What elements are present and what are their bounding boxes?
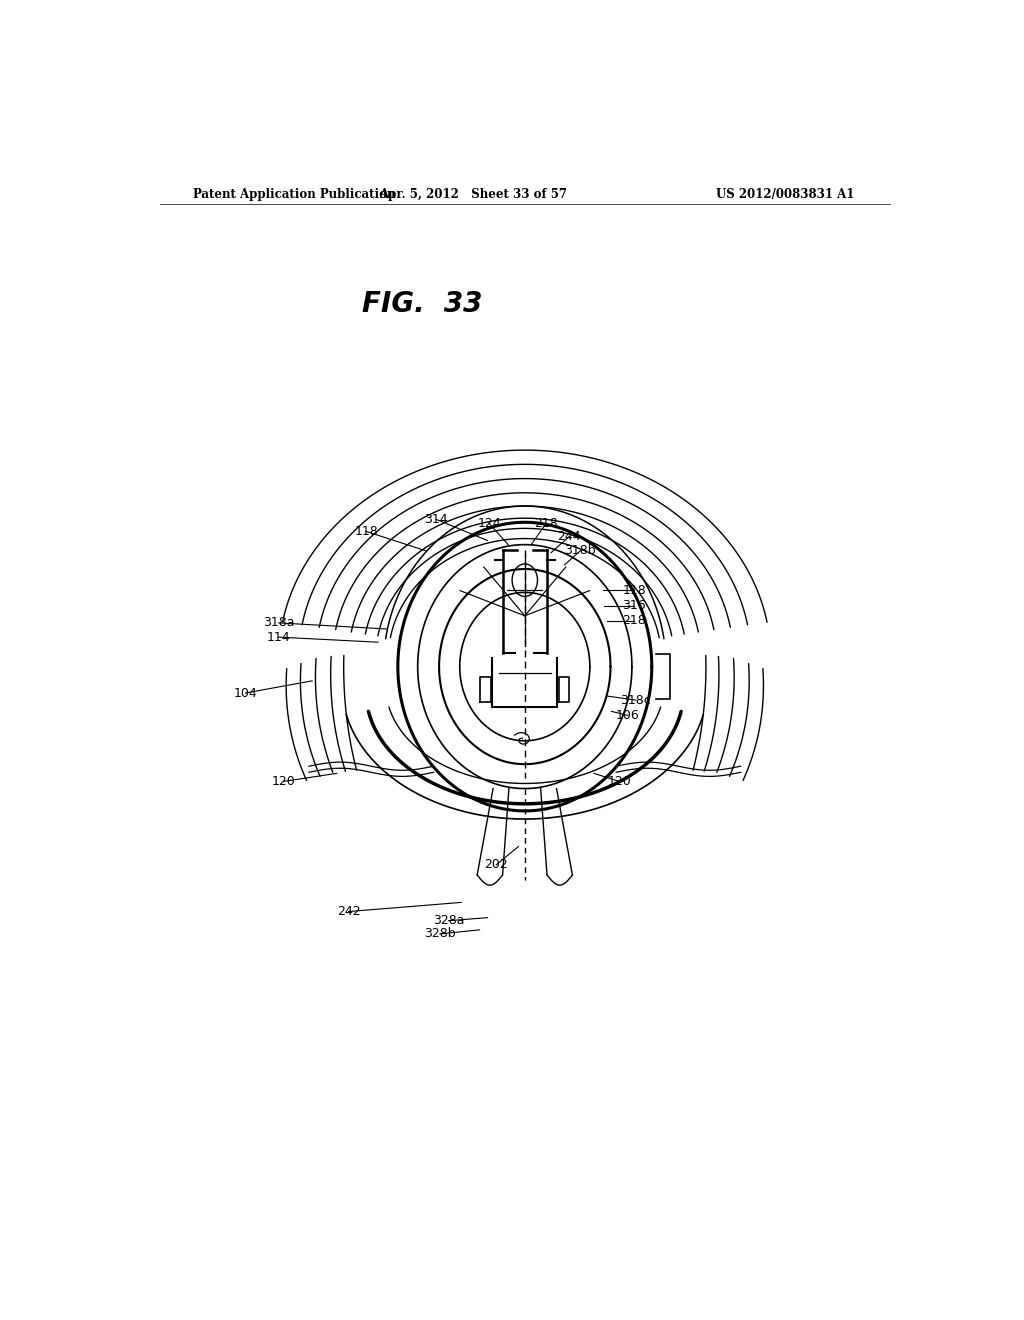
Text: 244: 244 — [557, 531, 581, 543]
Text: Apr. 5, 2012   Sheet 33 of 57: Apr. 5, 2012 Sheet 33 of 57 — [379, 187, 567, 201]
Text: 318c: 318c — [621, 693, 651, 706]
Text: 316: 316 — [623, 599, 646, 612]
Text: 202: 202 — [484, 858, 508, 871]
Text: US 2012/0083831 A1: US 2012/0083831 A1 — [716, 187, 854, 201]
Text: 124: 124 — [477, 517, 501, 529]
Text: 114: 114 — [267, 631, 291, 644]
Text: Patent Application Publication: Patent Application Publication — [194, 187, 395, 201]
Text: 318a: 318a — [263, 616, 295, 630]
Text: 328a: 328a — [433, 915, 464, 927]
Text: 104: 104 — [233, 686, 257, 700]
Text: 314: 314 — [424, 512, 447, 525]
Text: 120: 120 — [607, 775, 631, 788]
Text: 242: 242 — [337, 906, 360, 917]
Text: 106: 106 — [616, 709, 640, 722]
Text: FIG.  33: FIG. 33 — [362, 290, 482, 318]
Text: 120: 120 — [271, 775, 295, 788]
Text: 218: 218 — [535, 517, 558, 529]
Text: 118: 118 — [623, 583, 646, 597]
Text: 218: 218 — [623, 614, 646, 627]
Text: 318b: 318b — [564, 544, 596, 557]
Text: 118: 118 — [354, 525, 378, 539]
Text: 328b: 328b — [424, 928, 456, 940]
